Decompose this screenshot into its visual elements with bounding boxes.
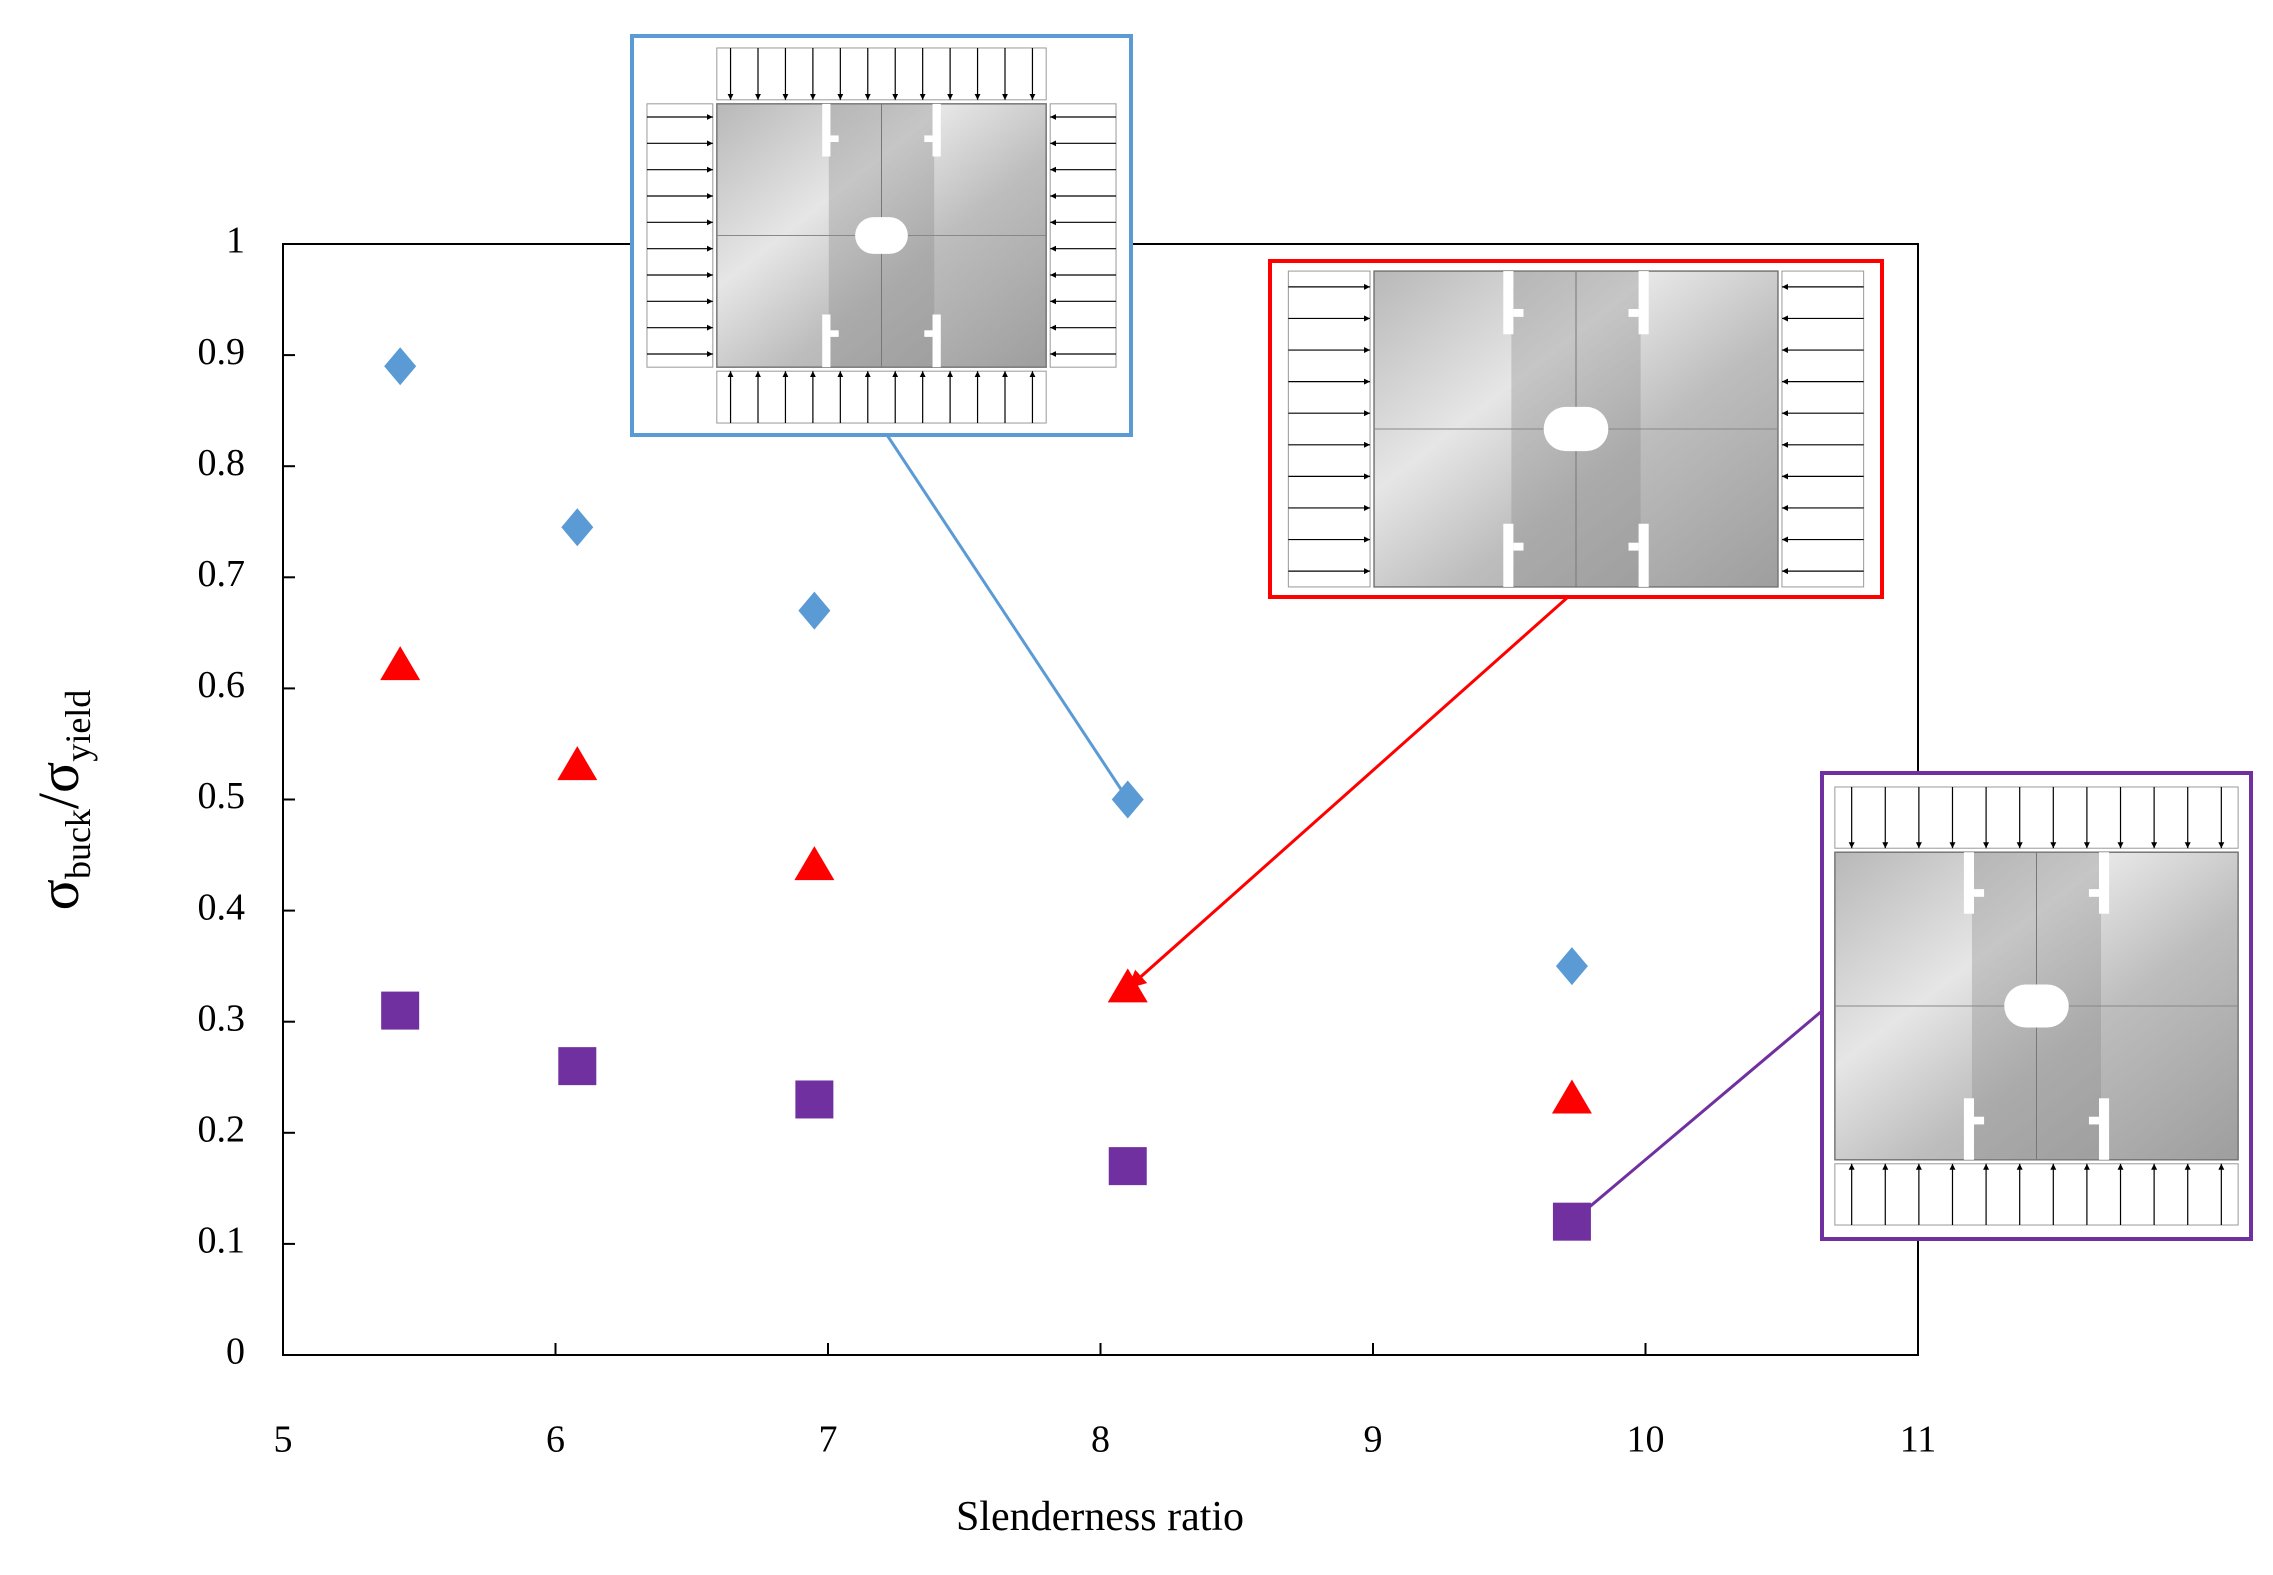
- slot-notch: [2088, 1116, 2100, 1125]
- slot-notch: [1513, 308, 1524, 317]
- slot: [822, 314, 831, 368]
- y-label-part: σ: [26, 879, 91, 910]
- slot: [822, 103, 831, 157]
- point: [1552, 1202, 1591, 1241]
- point: [380, 646, 421, 681]
- inset: [1820, 771, 2253, 1241]
- slot-notch: [1628, 308, 1639, 317]
- point: [381, 991, 420, 1030]
- slot-notch: [2088, 889, 2100, 897]
- point: [1111, 780, 1144, 819]
- x-tick-label: 9: [1364, 1419, 1383, 1461]
- x-axis-label: Slenderness ratio: [956, 1494, 1244, 1540]
- y-tick-label: 0: [226, 1331, 245, 1373]
- slot-notch: [924, 330, 933, 337]
- slot-notch: [1973, 889, 1985, 897]
- inset: [630, 34, 1133, 437]
- point: [1551, 1079, 1592, 1114]
- slot-notch: [1628, 542, 1639, 551]
- load-box: [1834, 786, 2239, 849]
- slot: [932, 314, 941, 368]
- point: [1555, 947, 1588, 986]
- load-box: [1781, 270, 1865, 588]
- slot-notch: [830, 135, 839, 143]
- x-tick-label: 7: [819, 1419, 838, 1461]
- y-tick-label: 0.8: [198, 442, 246, 484]
- inset: [1268, 259, 1884, 599]
- point: [1107, 968, 1148, 1003]
- slot-notch: [924, 135, 933, 143]
- point: [561, 508, 594, 547]
- y-tick-label: 0.5: [198, 775, 246, 817]
- load-box: [1049, 103, 1117, 368]
- slot-notch: [830, 330, 839, 337]
- slot: [1638, 271, 1649, 335]
- y-tick-label: 0.9: [198, 331, 246, 373]
- slot: [1963, 1098, 1974, 1160]
- hole: [2004, 984, 2069, 1028]
- point: [795, 1080, 834, 1119]
- load-box: [1287, 270, 1371, 588]
- hole: [855, 217, 908, 254]
- load-box: [716, 370, 1047, 424]
- y-tick-label: 0.3: [198, 997, 246, 1039]
- load-box: [646, 103, 714, 368]
- x-tick-label: 10: [1627, 1419, 1665, 1461]
- y-axis-label: σbuck/σyield: [26, 690, 98, 911]
- point: [557, 746, 598, 781]
- slot-notch: [1973, 1116, 1985, 1125]
- slot: [1963, 852, 1974, 914]
- y-tick-label: 1: [226, 220, 245, 262]
- load-box: [1834, 1163, 2239, 1226]
- y-tick-label: 0.4: [198, 886, 246, 928]
- leader-line: [1126, 595, 1569, 990]
- x-tick-label: 11: [1900, 1419, 1937, 1461]
- y-tick-label: 0.7: [198, 553, 246, 595]
- point: [384, 347, 417, 386]
- point: [1108, 1147, 1147, 1186]
- slot: [1503, 271, 1514, 335]
- load-box: [716, 47, 1047, 101]
- y-tick-label: 0.2: [198, 1109, 246, 1151]
- point: [794, 846, 835, 881]
- slot: [2099, 1098, 2110, 1160]
- y-label-part: yield: [58, 690, 98, 762]
- hole: [1543, 406, 1609, 452]
- point: [798, 591, 831, 630]
- slot: [1638, 523, 1649, 587]
- leader-line: [1570, 1003, 1830, 1223]
- x-tick-label: 5: [274, 1419, 293, 1461]
- x-tick-label: 6: [546, 1419, 565, 1461]
- y-tick-label: 0.6: [198, 664, 246, 706]
- y-label-part: buck: [58, 809, 98, 879]
- point: [558, 1047, 597, 1086]
- leader-line: [885, 434, 1130, 801]
- slot: [1503, 523, 1514, 587]
- slot: [932, 103, 941, 157]
- slot: [2099, 852, 2110, 914]
- y-label-part: /σ: [26, 762, 91, 809]
- y-tick-label: 0.1: [198, 1220, 246, 1262]
- slot-notch: [1513, 542, 1524, 551]
- x-tick-label: 8: [1091, 1419, 1110, 1461]
